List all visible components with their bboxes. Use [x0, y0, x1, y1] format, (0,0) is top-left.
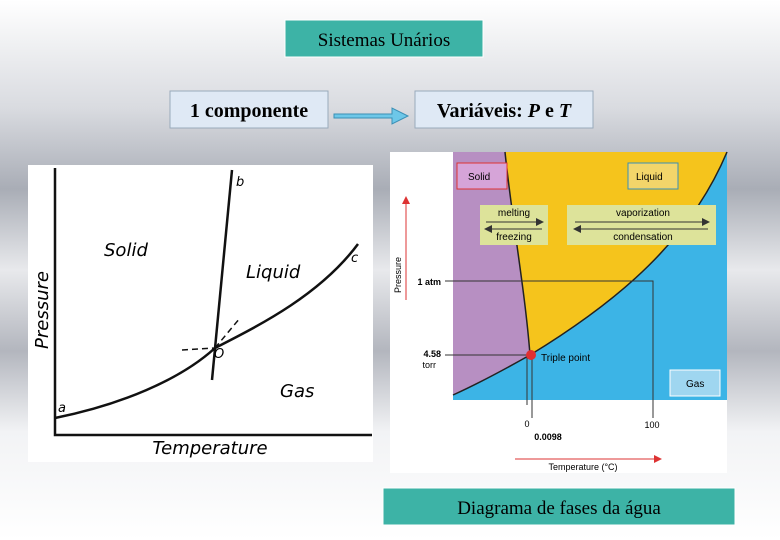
variable-p: P — [527, 100, 541, 122]
left-x-axis: Temperature — [152, 438, 267, 459]
variables-prefix: Variáveis: — [437, 100, 528, 122]
variables-and: e — [540, 100, 559, 122]
solid-box — [456, 162, 508, 190]
label-c: c — [351, 251, 358, 266]
temp-100: 100 — [644, 420, 659, 430]
label-o: O — [214, 347, 224, 362]
right-liquid: Liquid — [636, 172, 663, 183]
fusion-curve — [210, 169, 234, 381]
right-solid: Solid — [468, 172, 490, 183]
metastable-lines — [181, 317, 241, 351]
liquid-region — [505, 152, 727, 355]
caption-box — [382, 487, 736, 526]
temp-00098: 0.0098 — [534, 432, 562, 442]
axes — [53, 168, 372, 437]
gas-box — [669, 369, 721, 397]
pressure-458: 4.58 — [423, 349, 441, 359]
vaporization: vaporization — [616, 208, 670, 219]
variable-t: T — [559, 100, 572, 122]
label-liquid: Liquid — [246, 262, 301, 283]
pressure-unit: torr — [423, 360, 437, 370]
right-x-axis: Temperature (°C) — [548, 462, 617, 472]
pressure-1atm: 1 atm — [417, 277, 441, 287]
variables-label: Variáveis: P e T — [437, 100, 572, 122]
label-gas: Gas — [280, 381, 314, 402]
right-gas: Gas — [686, 379, 704, 390]
variables-box — [414, 90, 594, 129]
melting: melting — [498, 208, 530, 219]
freezing: freezing — [496, 232, 532, 243]
temp-0: 0 — [524, 419, 529, 429]
liquid-box — [627, 162, 679, 190]
component-box — [169, 90, 329, 129]
left-diagram-bg — [28, 165, 373, 462]
title: Sistemas Unários — [318, 30, 450, 51]
right-y-axis: Pressure — [393, 257, 403, 293]
triple-point-marker — [526, 350, 536, 360]
label-b: b — [236, 175, 244, 190]
component-label: 1 componente — [190, 100, 308, 122]
caption: Diagrama de fases da água — [457, 498, 661, 519]
left-diagram-lines — [53, 168, 372, 437]
vaporization-box — [567, 205, 716, 245]
left-y-axis: Pressure — [32, 271, 53, 349]
label-a: a — [58, 401, 66, 416]
flow-arrow — [333, 107, 410, 125]
label-solid: Solid — [104, 240, 148, 261]
triple-point: Triple point — [541, 353, 590, 364]
title-box — [284, 19, 484, 58]
condensation: condensation — [613, 232, 673, 243]
